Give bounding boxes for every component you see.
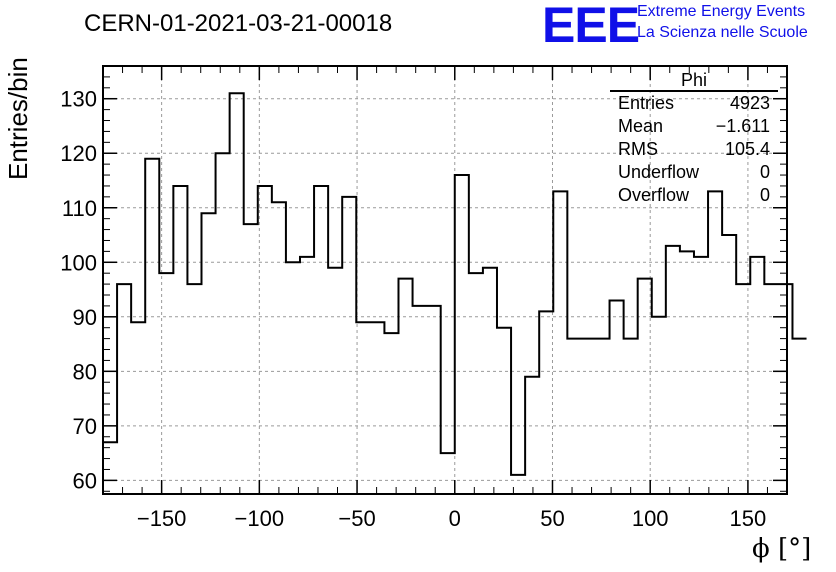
x-tick-label: −150 (137, 506, 187, 531)
stats-row-underflow: Underflow 0 (610, 161, 778, 184)
histogram-line (103, 92, 807, 476)
run-title: CERN-01-2021-03-21-00018 (84, 10, 393, 37)
y-tick-label: 90 (73, 305, 97, 330)
y-tick-label: 110 (62, 196, 97, 221)
stats-value: 105.4 (724, 139, 770, 159)
y-axis-label: Entries/bin (3, 57, 33, 180)
eee-logo: EEE (542, 0, 640, 53)
stats-label: RMS (618, 139, 658, 159)
y-tick-label: 60 (73, 468, 97, 493)
x-tick-label: 50 (540, 506, 564, 531)
x-tick-label: 100 (632, 506, 669, 531)
stats-row-mean: Mean −1.611 (610, 115, 778, 138)
stats-name: Phi (610, 70, 778, 92)
stats-box: Phi Entries 4923 Mean −1.611 RMS 105.4 U… (610, 70, 778, 207)
stats-row-overflow: Overflow 0 (610, 184, 778, 207)
y-tick-labels: 60 70 80 90 100 110 120 130 (60, 87, 97, 494)
y-tick-label: 80 (73, 359, 97, 384)
stats-row-entries: Entries 4923 (610, 92, 778, 115)
stats-row-rms: RMS 105.4 (610, 138, 778, 161)
stats-value: 0 (759, 185, 770, 205)
x-axis-label: ϕ [°] (752, 534, 812, 564)
x-tick-label: 150 (730, 506, 767, 531)
brand-line-2: La Scienza nelle Scuole (637, 24, 808, 41)
y-tick-label: 120 (60, 141, 97, 166)
stats-label: Entries (618, 93, 675, 113)
x-tick-labels: −150 −100 −50 0 50 100 150 (137, 506, 766, 531)
y-tick-label: 100 (60, 250, 97, 275)
x-tick-label: −100 (235, 506, 285, 531)
y-tick-label: 130 (60, 87, 97, 112)
stats-label: Overflow (618, 185, 690, 205)
x-tick-label: −50 (338, 506, 375, 531)
y-tick-label: 70 (73, 414, 97, 439)
plot-frame (102, 65, 788, 495)
stats-value: 0 (759, 162, 770, 182)
axis-ticks (102, 65, 788, 494)
stats-label: Mean (618, 116, 664, 136)
brand-line-1: Extreme Energy Events (637, 3, 806, 20)
x-tick-label: 0 (449, 506, 461, 531)
stats-value: −1.611 (715, 116, 770, 136)
stats-value: 4923 (729, 93, 770, 113)
stats-label: Underflow (618, 162, 700, 182)
